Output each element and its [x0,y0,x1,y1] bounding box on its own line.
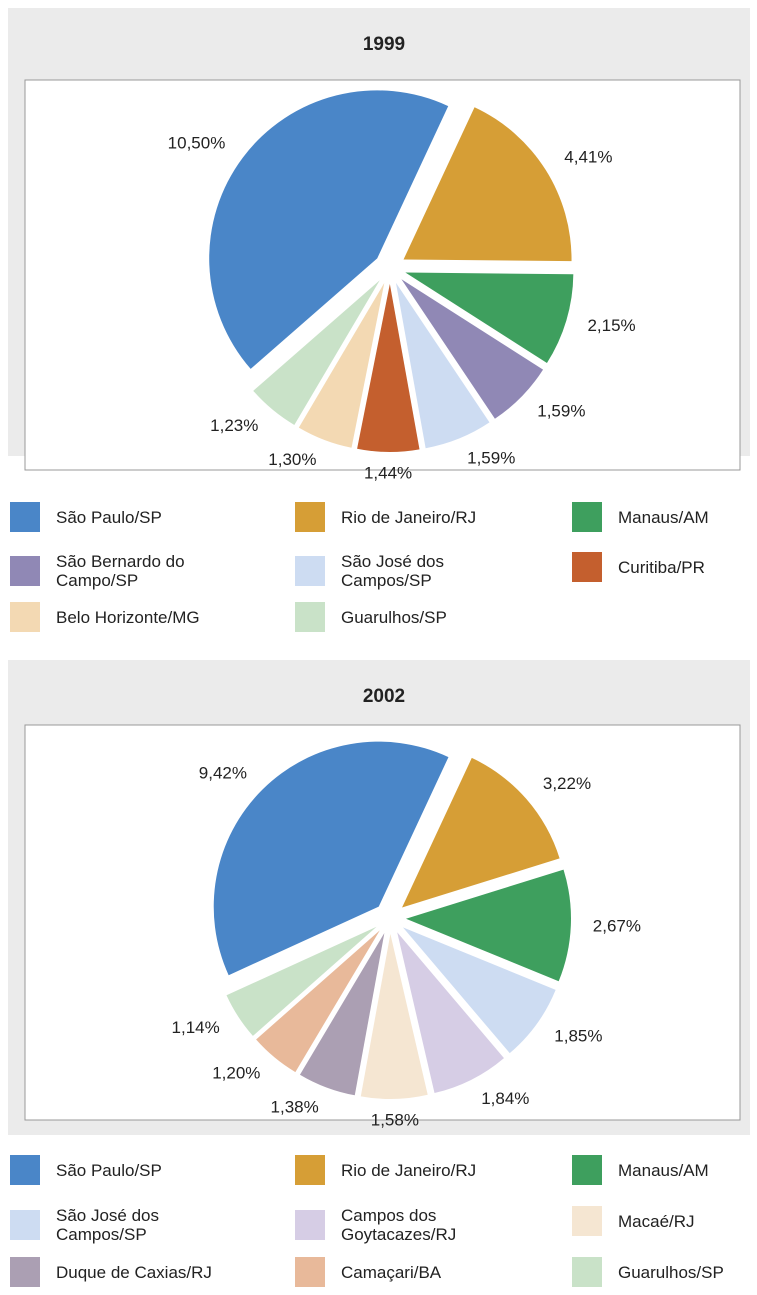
pie-slice [213,741,449,976]
legend-item: Guarulhos/SP [572,1257,757,1287]
legend-swatch [10,602,40,632]
legend-label: São José dos Campos/SP [341,552,445,590]
legend-swatch [295,1155,325,1185]
data-label: 1,44% [364,463,412,482]
legend-item: Macaé/RJ [572,1206,757,1236]
data-label: 1,38% [271,1098,319,1117]
legend-swatch [295,556,325,586]
legend-label: Guarulhos/SP [618,1262,724,1282]
data-label: 1,85% [554,1027,602,1046]
pie-slice [397,932,504,1094]
pie-slice [403,107,572,262]
legend-swatch [572,1155,602,1185]
legend-swatch [572,1257,602,1287]
legend-item: Campos dos Goytacazes/RJ [295,1206,501,1244]
legend-swatch [10,556,40,586]
legend-label: São José dos Campos/SP [56,1206,160,1244]
data-label: 1,14% [172,1018,220,1037]
pie-slice [402,757,560,908]
legend-item: Belo Horizonte/MG [10,602,216,632]
legend-item: Duque de Caxias/RJ [10,1257,216,1287]
legend-label: São Bernardo do Campo/SP [56,552,185,590]
data-label: 1,84% [481,1089,529,1108]
legend-swatch [572,1206,602,1236]
data-label: 1,59% [467,448,515,467]
pie-slice [256,930,380,1073]
legend-item: São José dos Campos/SP [295,552,501,590]
legend-item: São Bernardo do Campo/SP [10,552,216,590]
data-label: 10,50% [168,134,226,153]
legend-swatch [295,602,325,632]
legend-label: São Paulo/SP [56,1160,162,1180]
legend-item: Rio de Janeiro/RJ [295,502,501,532]
legend-swatch [572,502,602,532]
legend-swatch [10,1257,40,1287]
legend-label: Guarulhos/SP [341,607,447,627]
legend-label: Curitiba/PR [618,557,705,577]
legend-label: Manaus/AM [618,507,709,527]
legend-swatch [572,552,602,582]
data-label: 2,67% [593,916,641,935]
pie-slice [402,927,556,1054]
legend-label: Macaé/RJ [618,1211,695,1231]
pie-slice [357,283,420,452]
pie-slice [253,280,380,425]
legend-label: Duque de Caxias/RJ [56,1262,212,1282]
pie-slice [360,933,428,1099]
pie-slice [395,282,490,449]
legend-label: Manaus/AM [618,1160,709,1180]
legend-item: São Paulo/SP [10,502,216,532]
data-label: 9,42% [199,763,247,782]
legend-label: São Paulo/SP [56,507,162,527]
data-label: 1,23% [210,416,258,435]
legend-swatch [295,1210,325,1240]
data-label: 1,20% [212,1064,260,1083]
data-label: 2,15% [587,316,635,335]
legend-swatch [10,1155,40,1185]
pie-slice [405,272,574,363]
legend-swatch [295,1257,325,1287]
pie-slice [298,282,385,448]
data-label: 4,41% [564,148,612,167]
legend-item: Manaus/AM [572,1155,757,1185]
legend-item: Guarulhos/SP [295,602,501,632]
legend-item: Camaçari/BA [295,1257,501,1287]
legend-swatch [10,1210,40,1240]
legend-item: São Paulo/SP [10,1155,216,1185]
data-label: 1,58% [371,1110,419,1129]
legend-item: Manaus/AM [572,502,757,532]
legend-item: Rio de Janeiro/RJ [295,1155,501,1185]
pie-slice [401,279,544,419]
legend-label: Camaçari/BA [341,1262,442,1282]
pie-slice [226,926,377,1036]
chart-title: 1999 [363,34,405,55]
legend-item: Curitiba/PR [572,552,757,582]
data-label: 1,30% [268,450,316,469]
data-label: 1,59% [537,402,585,421]
legend-label: Rio de Janeiro/RJ [341,1160,477,1180]
legend-label: Belo Horizonte/MG [56,607,200,627]
legend-swatch [295,502,325,532]
data-label: 3,22% [543,774,591,793]
pie-slice [405,869,571,982]
chart-title: 2002 [363,686,405,707]
legend-item: São José dos Campos/SP [10,1206,216,1244]
legend-label: Campos dos Goytacazes/RJ [341,1206,457,1244]
pie-slice [299,932,385,1096]
pie-slice [209,90,449,369]
legend-swatch [10,502,40,532]
legend-label: Rio de Janeiro/RJ [341,507,477,527]
